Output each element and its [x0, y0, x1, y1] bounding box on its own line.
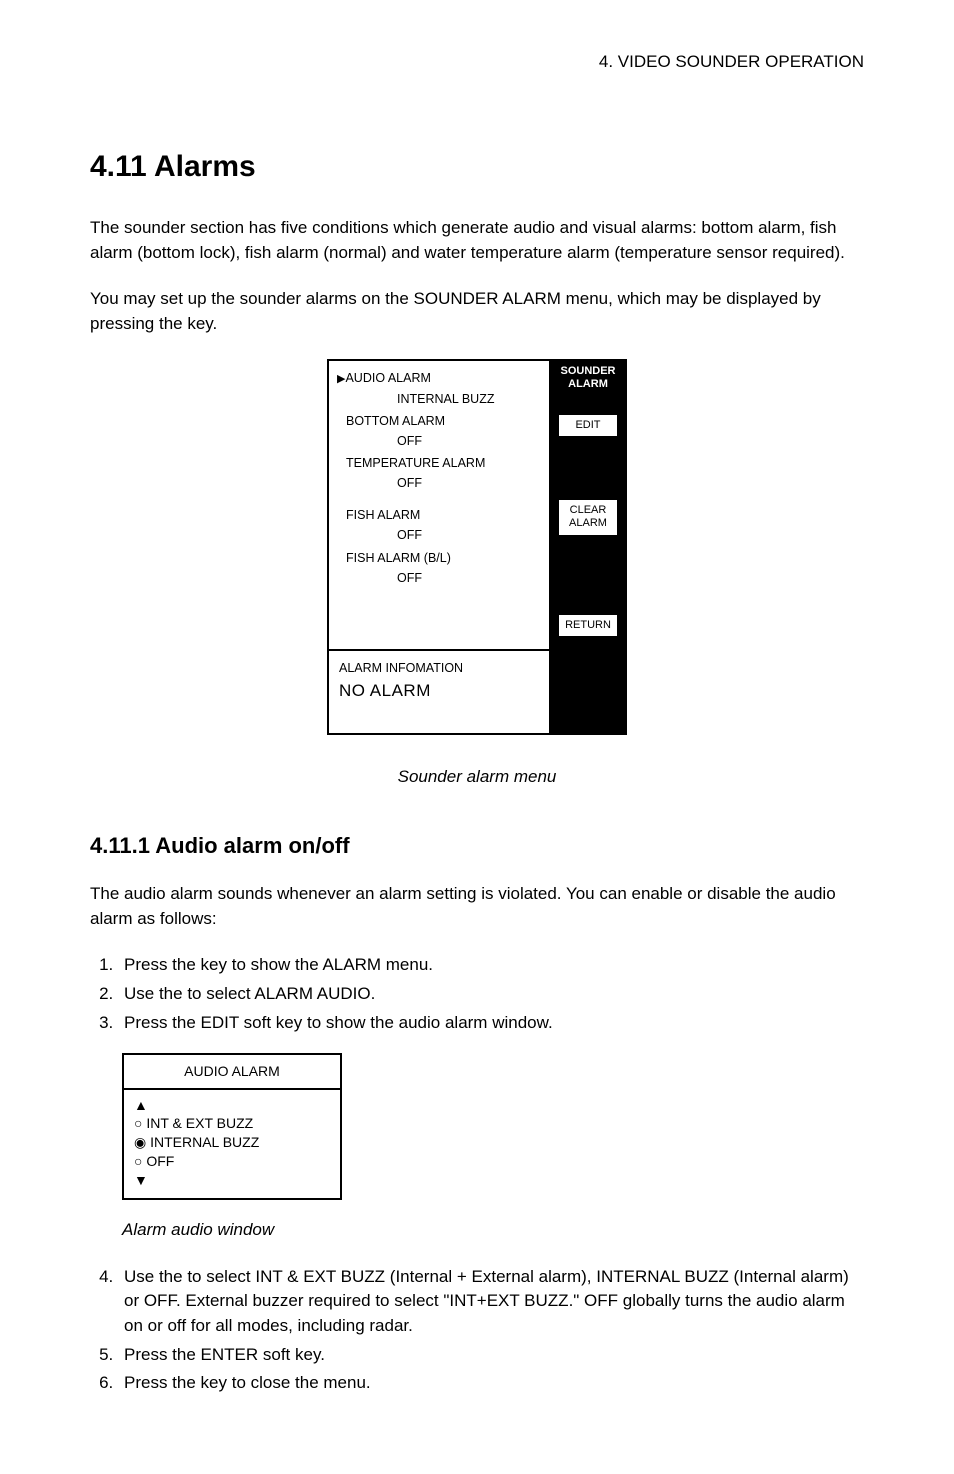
audio-alarm-window-figure: AUDIO ALARM ▲ ○ INT & EXT BUZZ ◉ INTERNA… [122, 1053, 864, 1200]
radio-selected-icon: ◉ [134, 1134, 150, 1150]
steps-list-2: Use the to select INT & EXT BUZZ (Intern… [90, 1265, 864, 1396]
step-text: Press the [124, 1373, 201, 1392]
option-label: INTERNAL BUZZ [150, 1134, 259, 1150]
scroll-down-icon: ▼ [134, 1171, 330, 1190]
option-label: INT & EXT BUZZ [146, 1115, 253, 1131]
audio-alarm-window: AUDIO ALARM ▲ ○ INT & EXT BUZZ ◉ INTERNA… [122, 1053, 342, 1200]
menu-item-value: OFF [337, 474, 541, 492]
sounder-menu-outer: ▶AUDIO ALARM INTERNAL BUZZ BOTTOM ALARM … [327, 359, 627, 736]
figure-caption-sounder-menu: Sounder alarm menu [90, 765, 864, 790]
radio-unselected-icon: ○ [134, 1115, 146, 1131]
step-text: Use the [124, 1267, 187, 1286]
menu-item-label: TEMPERATURE ALARM [337, 454, 541, 472]
sounder-menu-figure: ▶AUDIO ALARM INTERNAL BUZZ BOTTOM ALARM … [90, 359, 864, 736]
step-2: Use the to select ALARM AUDIO. [118, 982, 864, 1007]
menu-item-value: OFF [337, 526, 541, 544]
option-label: OFF [146, 1153, 174, 1169]
step-5: Press the ENTER soft key. [118, 1343, 864, 1368]
menu-item-label: BOTTOM ALARM [337, 412, 541, 430]
step-text: Press the [124, 955, 201, 974]
menu-item-value: INTERNAL BUZZ [337, 390, 541, 408]
alarm-info-value: NO ALARM [339, 679, 541, 704]
audio-alarm-options: ▲ ○ INT & EXT BUZZ ◉ INTERNAL BUZZ ○ OFF… [124, 1090, 340, 1198]
step-1: Press the key to show the ALARM menu. [118, 953, 864, 978]
paragraph-intro: The sounder section has five conditions … [90, 216, 864, 265]
figure-caption-audio-window: Alarm audio window [122, 1218, 864, 1243]
menu-item-temperature[interactable]: TEMPERATURE ALARM OFF [337, 454, 541, 492]
menu-item-fish-bl[interactable]: FISH ALARM (B/L) OFF [337, 549, 541, 587]
alarm-info-label: ALARM INFOMATION [339, 659, 541, 677]
tab-text: SOUNDER ALARM [560, 365, 615, 390]
radio-unselected-icon: ○ [134, 1153, 146, 1169]
subsection-title: 4.11.1 Audio alarm on/off [90, 830, 864, 862]
menu-item-fish[interactable]: FISH ALARM OFF [337, 506, 541, 544]
menu-item-audio[interactable]: ▶AUDIO ALARM INTERNAL BUZZ [337, 369, 541, 408]
option-internal[interactable]: ◉ INTERNAL BUZZ [134, 1133, 330, 1152]
audio-alarm-title: AUDIO ALARM [124, 1055, 340, 1089]
softkey-return[interactable]: RETURN [557, 613, 619, 638]
step-4: Use the to select INT & EXT BUZZ (Intern… [118, 1265, 864, 1339]
step-text: Use the [124, 984, 187, 1003]
softkey-clear-alarm[interactable]: CLEAR ALARM [557, 498, 619, 536]
sounder-menu-left: ▶AUDIO ALARM INTERNAL BUZZ BOTTOM ALARM … [329, 361, 551, 734]
option-int-ext[interactable]: ○ INT & EXT BUZZ [134, 1114, 330, 1133]
menu-item-label: FISH ALARM [337, 506, 541, 524]
step-6: Press the key to close the menu. [118, 1371, 864, 1396]
sounder-menu-softkeys: SOUNDER ALARM EDIT CLEAR ALARM RETURN [551, 361, 625, 734]
steps-list-1: Press the key to show the ALARM menu. Us… [90, 953, 864, 1035]
paragraph-audio-intro: The audio alarm sounds whenever an alarm… [90, 882, 864, 931]
section-title: 4.11 Alarms [90, 145, 864, 189]
menu-item-bottom[interactable]: BOTTOM ALARM OFF [337, 412, 541, 450]
menu-tab-sounder-alarm: SOUNDER ALARM [551, 361, 625, 395]
softkey-edit[interactable]: EDIT [557, 413, 619, 438]
menu-item-label: FISH ALARM (B/L) [337, 549, 541, 567]
step-text: key to show the ALARM menu. [201, 955, 433, 974]
step-3: Press the EDIT soft key to show the audi… [118, 1011, 864, 1036]
sounder-menu-list: ▶AUDIO ALARM INTERNAL BUZZ BOTTOM ALARM … [329, 361, 549, 651]
step-text: to select INT & EXT BUZZ (Internal + Ext… [124, 1267, 849, 1335]
step-text: key to close the menu. [201, 1373, 371, 1392]
scroll-up-icon: ▲ [134, 1096, 330, 1115]
menu-item-value: OFF [337, 569, 541, 587]
paragraph-howto-b: key. [187, 314, 217, 333]
step-text: to select ALARM AUDIO. [187, 984, 375, 1003]
menu-item-label: AUDIO ALARM [345, 371, 430, 385]
menu-item-value: OFF [337, 432, 541, 450]
option-off[interactable]: ○ OFF [134, 1152, 330, 1171]
alarm-info-panel: ALARM INFOMATION NO ALARM [329, 651, 549, 734]
page-header-right: 4. VIDEO SOUNDER OPERATION [90, 50, 864, 75]
paragraph-howto: You may set up the sounder alarms on the… [90, 287, 864, 336]
